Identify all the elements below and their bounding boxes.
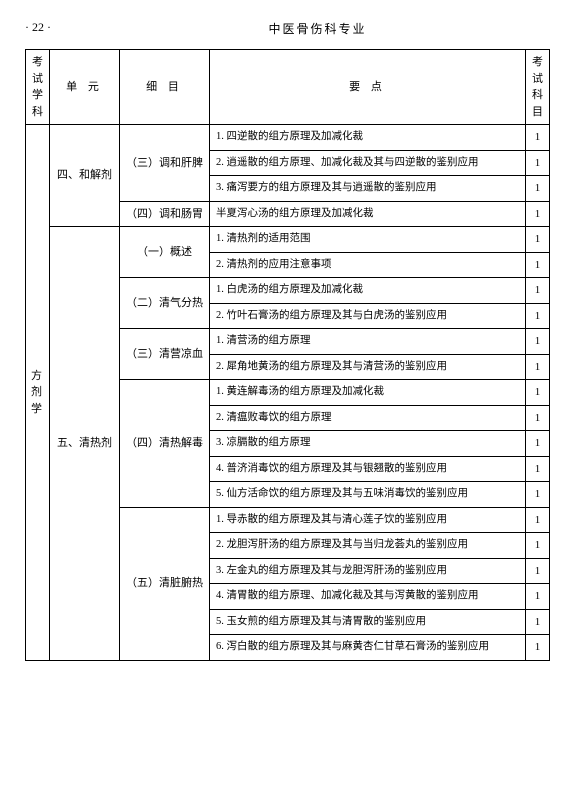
point-cell: 1. 清营汤的组方原理 — [210, 329, 526, 355]
detail-cell: （三）清营凉血 — [120, 329, 210, 380]
point-cell: 4. 清胃散的组方原理、加减化裁及其与泻黄散的鉴别应用 — [210, 584, 526, 610]
detail-cell: （四）调和肠胃 — [120, 201, 210, 227]
col-detail: 细 目 — [120, 50, 210, 125]
point-cell: 1. 清热剂的适用范围 — [210, 227, 526, 253]
syllabus-table: 考试学科 单 元 细 目 要 点 考试科目 方剂学 四、和解剂 （三）调和肝脾 … — [25, 49, 550, 661]
exam-cell: 1 — [526, 635, 550, 661]
point-cell: 1. 导赤散的组方原理及其与清心莲子饮的鉴别应用 — [210, 507, 526, 533]
point-cell: 2. 清瘟败毒饮的组方原理 — [210, 405, 526, 431]
point-cell: 2. 逍遥散的组方原理、加减化裁及其与四逆散的鉴别应用 — [210, 150, 526, 176]
col-exam: 考试科目 — [526, 50, 550, 125]
exam-cell: 1 — [526, 380, 550, 406]
point-cell: 5. 玉女煎的组方原理及其与清胃散的鉴别应用 — [210, 609, 526, 635]
point-cell: 2. 犀角地黄汤的组方原理及其与清营汤的鉴别应用 — [210, 354, 526, 380]
exam-cell: 1 — [526, 227, 550, 253]
exam-cell: 1 — [526, 201, 550, 227]
exam-cell: 1 — [526, 125, 550, 151]
detail-cell: （四）清热解毒 — [120, 380, 210, 508]
exam-cell: 1 — [526, 176, 550, 202]
detail-cell: （一）概述 — [120, 227, 210, 278]
exam-cell: 1 — [526, 609, 550, 635]
point-cell: 2. 竹叶石膏汤的组方原理及其与白虎汤的鉴别应用 — [210, 303, 526, 329]
unit-cell: 五、清热剂 — [50, 227, 120, 661]
point-cell: 1. 白虎汤的组方原理及加减化裁 — [210, 278, 526, 304]
table-header-row: 考试学科 单 元 细 目 要 点 考试科目 — [26, 50, 550, 125]
point-cell: 1. 四逆散的组方原理及加减化裁 — [210, 125, 526, 151]
exam-cell: 1 — [526, 252, 550, 278]
table-row: 五、清热剂 （一）概述 1. 清热剂的适用范围 1 — [26, 227, 550, 253]
exam-cell: 1 — [526, 354, 550, 380]
point-cell: 3. 凉膈散的组方原理 — [210, 431, 526, 457]
page-number: · 22 · — [25, 20, 85, 37]
detail-cell: （三）调和肝脾 — [120, 125, 210, 202]
exam-cell: 1 — [526, 533, 550, 559]
detail-cell: （二）清气分热 — [120, 278, 210, 329]
point-cell: 半夏泻心汤的组方原理及加减化裁 — [210, 201, 526, 227]
exam-cell: 1 — [526, 482, 550, 508]
exam-cell: 1 — [526, 431, 550, 457]
exam-cell: 1 — [526, 329, 550, 355]
point-cell: 6. 泻白散的组方原理及其与麻黄杏仁甘草石膏汤的鉴别应用 — [210, 635, 526, 661]
page-header: · 22 · 中医骨伤科专业 — [25, 20, 550, 37]
exam-cell: 1 — [526, 584, 550, 610]
exam-cell: 1 — [526, 150, 550, 176]
exam-cell: 1 — [526, 278, 550, 304]
col-unit: 单 元 — [50, 50, 120, 125]
point-cell: 3. 左金丸的组方原理及其与龙胆泻肝汤的鉴别应用 — [210, 558, 526, 584]
point-cell: 1. 黄连解毒汤的组方原理及加减化裁 — [210, 380, 526, 406]
point-cell: 4. 普济消毒饮的组方原理及其与银翘散的鉴别应用 — [210, 456, 526, 482]
subject-cell: 方剂学 — [26, 125, 50, 661]
exam-cell: 1 — [526, 303, 550, 329]
point-cell: 5. 仙方活命饮的组方原理及其与五味消毒饮的鉴别应用 — [210, 482, 526, 508]
detail-cell: （五）清脏腑热 — [120, 507, 210, 660]
exam-cell: 1 — [526, 507, 550, 533]
point-cell: 2. 清热剂的应用注意事项 — [210, 252, 526, 278]
unit-cell: 四、和解剂 — [50, 125, 120, 227]
table-row: 方剂学 四、和解剂 （三）调和肝脾 1. 四逆散的组方原理及加减化裁 1 — [26, 125, 550, 151]
exam-cell: 1 — [526, 405, 550, 431]
exam-cell: 1 — [526, 456, 550, 482]
col-point: 要 点 — [210, 50, 526, 125]
col-subject: 考试学科 — [26, 50, 50, 125]
point-cell: 2. 龙胆泻肝汤的组方原理及其与当归龙荟丸的鉴别应用 — [210, 533, 526, 559]
point-cell: 3. 痛泻要方的组方原理及其与逍遥散的鉴别应用 — [210, 176, 526, 202]
exam-cell: 1 — [526, 558, 550, 584]
page-title: 中医骨伤科专业 — [85, 20, 550, 37]
